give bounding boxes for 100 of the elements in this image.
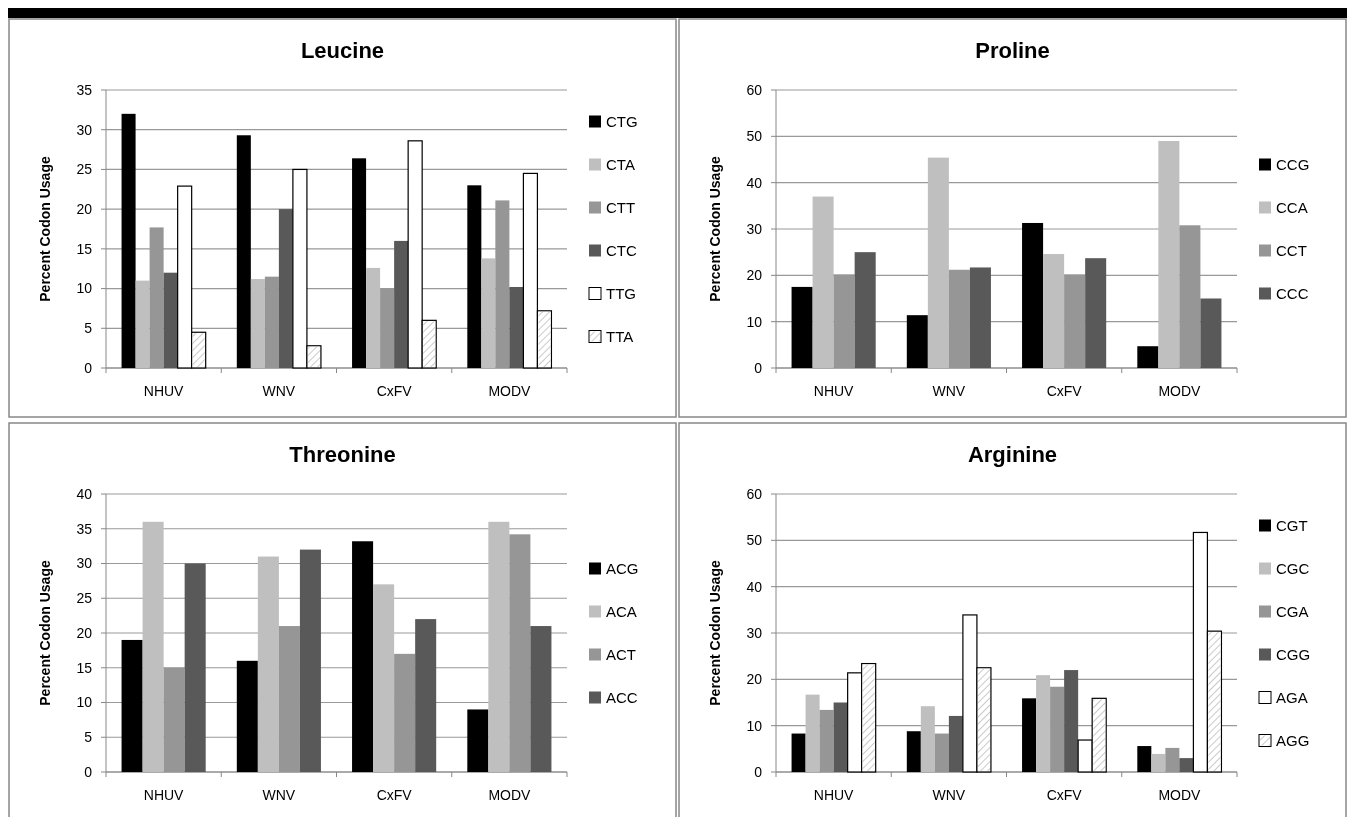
y-tick-label: 35 <box>76 520 93 537</box>
x-tick-label: NHUV <box>813 787 855 803</box>
x-tick-label: NHUV <box>143 787 185 803</box>
y-tick-label: 40 <box>76 485 93 502</box>
y-tick-label: 0 <box>84 359 93 376</box>
legend-label: ACT <box>606 645 636 663</box>
bar <box>969 267 991 368</box>
legend-label: CGA <box>1276 602 1309 620</box>
bar <box>1085 258 1107 368</box>
bar <box>352 541 374 772</box>
y-tick-label: 35 <box>76 81 93 98</box>
bar <box>299 549 321 772</box>
bar <box>488 521 510 772</box>
bar <box>264 276 279 368</box>
legend-label: CCT <box>1276 241 1307 259</box>
y-tick-label: 20 <box>76 201 93 218</box>
bar <box>805 694 820 772</box>
chart-title: Arginine <box>967 442 1058 467</box>
bar <box>121 113 136 368</box>
bar <box>1158 140 1180 368</box>
bar <box>927 157 949 368</box>
bar <box>394 653 416 772</box>
bar <box>257 556 279 772</box>
y-tick-label: 60 <box>746 81 763 98</box>
bar <box>920 706 935 772</box>
y-tick-label: 30 <box>746 624 763 641</box>
bar <box>352 158 367 368</box>
x-tick-label: WNV <box>932 383 966 399</box>
bar <box>278 209 293 368</box>
y-tick-label: 10 <box>76 280 93 297</box>
bar <box>833 702 848 772</box>
legend-label: CGC <box>1276 559 1310 577</box>
bar <box>373 584 395 772</box>
bar <box>509 286 524 368</box>
x-tick-label: CxFV <box>1046 383 1083 399</box>
bar <box>184 563 206 772</box>
y-tick-label: 60 <box>746 485 763 502</box>
legend-label: CTT <box>606 198 636 216</box>
chart-title: Leucine <box>300 38 385 63</box>
y-tick-label: 5 <box>84 320 93 337</box>
legend-label: ACG <box>606 559 639 577</box>
y-tick-label: 30 <box>746 220 763 237</box>
y-tick-label: 40 <box>746 174 763 191</box>
y-tick-label: 40 <box>746 578 763 595</box>
y-tick-label: 5 <box>84 729 93 746</box>
legend-label: CGG <box>1276 645 1311 663</box>
x-tick-label: WNV <box>932 787 966 803</box>
bar <box>236 135 251 368</box>
legend-label: CCC <box>1276 284 1309 302</box>
y-tick-label: 15 <box>76 659 93 676</box>
bar <box>906 315 928 368</box>
y-tick-label: 30 <box>76 555 93 572</box>
legend-label: CCG <box>1276 155 1310 173</box>
bar <box>163 272 178 368</box>
legend-label: ACC <box>606 688 638 706</box>
bar <box>415 619 437 772</box>
x-tick-label: MODV <box>1158 787 1202 803</box>
bar <box>812 196 834 368</box>
bar <box>1137 346 1159 368</box>
x-tick-label: NHUV <box>813 383 855 399</box>
bar <box>1043 254 1065 368</box>
bar <box>1137 746 1152 772</box>
y-tick-label: 50 <box>746 128 763 145</box>
bar <box>1151 753 1166 772</box>
bar <box>1200 298 1222 368</box>
y-tick-label: 25 <box>76 590 93 607</box>
x-tick-label: MODV <box>488 787 532 803</box>
bar <box>1036 675 1051 772</box>
x-tick-label: CxFV <box>1046 787 1083 803</box>
bar <box>948 715 963 772</box>
y-tick-label: 15 <box>76 240 93 257</box>
y-tick-label: 30 <box>76 121 93 138</box>
y-tick-label: 25 <box>76 161 93 178</box>
bar <box>278 626 300 772</box>
bar <box>1022 222 1044 368</box>
x-tick-label: WNV <box>262 787 296 803</box>
y-tick-label: 10 <box>76 694 93 711</box>
bar <box>142 521 164 772</box>
y-axis-title: Percent Codon Usage <box>37 560 53 706</box>
y-tick-label: 50 <box>746 532 763 549</box>
chart-title: Threonine <box>289 442 396 467</box>
x-tick-label: WNV <box>262 383 296 399</box>
y-tick-label: 0 <box>84 763 93 780</box>
y-tick-label: 20 <box>76 624 93 641</box>
bar <box>1064 274 1086 368</box>
x-tick-label: CxFV <box>376 787 413 803</box>
bar <box>394 240 409 368</box>
x-tick-label: MODV <box>1158 383 1202 399</box>
y-tick-label: 10 <box>746 717 763 734</box>
legend-label: CTG <box>606 112 638 130</box>
bar <box>934 733 949 772</box>
y-tick-label: 20 <box>746 267 763 284</box>
legend-label: CTC <box>606 241 637 259</box>
bar <box>530 626 552 772</box>
y-tick-label: 0 <box>754 359 763 376</box>
bar <box>906 731 921 772</box>
x-tick-label: CxFV <box>376 383 413 399</box>
x-tick-label: MODV <box>488 383 532 399</box>
legend-label: AGA <box>1276 688 1308 706</box>
legend-label: TTG <box>606 284 636 302</box>
